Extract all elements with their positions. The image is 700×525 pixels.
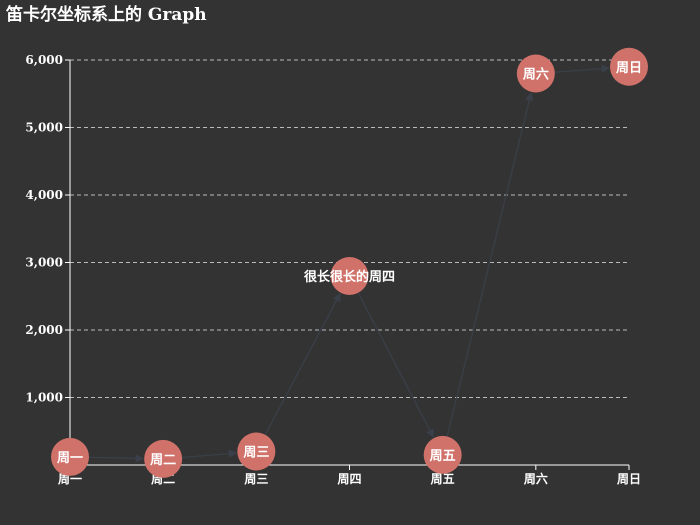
x-tick-label: 周一: [58, 472, 82, 486]
node-label: 周日: [616, 61, 642, 76]
graph-node[interactable]: [330, 257, 369, 295]
node-label: 周五: [430, 449, 456, 464]
graph-node[interactable]: [51, 437, 89, 476]
graph-edge: [357, 292, 434, 438]
y-tick-label: 1,000: [25, 391, 63, 405]
graph-node[interactable]: [423, 435, 462, 474]
node-label: 周二: [150, 453, 176, 468]
node-label: 周六: [523, 67, 549, 83]
node-label: 很长很长的周四: [304, 269, 395, 285]
graph-edge: [554, 64, 610, 73]
graph-node[interactable]: [144, 439, 183, 478]
graph-edge: [88, 454, 145, 463]
grid-lines: [70, 59, 629, 398]
x-tick-label: 周三: [244, 472, 268, 486]
graph-edge: [182, 449, 238, 459]
x-tick-label: 周四: [337, 472, 361, 486]
x-tick-label: 周六: [524, 471, 548, 486]
node-label: 周三: [243, 446, 269, 461]
graph-node[interactable]: [516, 54, 555, 93]
y-tick-label: 6,000: [25, 53, 63, 67]
x-tick-label: 周日: [617, 472, 641, 486]
node-label: 周一: [57, 451, 83, 466]
graph-edge: [264, 292, 341, 435]
graph-node[interactable]: [610, 47, 648, 86]
y-tick-label: 3,000: [25, 256, 63, 270]
x-tick-label: 周五: [431, 472, 455, 486]
y-tick-label: 5,000: [25, 121, 63, 135]
graph-node[interactable]: [237, 432, 276, 471]
chart-title: 笛卡尔坐标系上的 Graph: [5, 4, 207, 25]
y-tick-label: 2,000: [25, 323, 63, 337]
edges: [88, 64, 610, 463]
y-tick-label: 4,000: [25, 188, 63, 202]
graph-edge: [446, 92, 534, 437]
